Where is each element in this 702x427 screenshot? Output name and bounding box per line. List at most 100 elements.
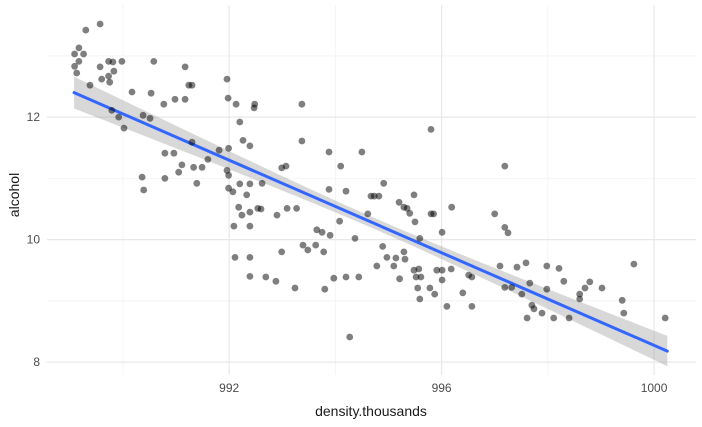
- data-point: [223, 75, 231, 83]
- data-point: [496, 262, 504, 270]
- data-point: [298, 137, 306, 145]
- data-point: [75, 58, 83, 65]
- data-point: [181, 63, 189, 71]
- data-point: [190, 163, 198, 171]
- data-point: [282, 162, 290, 170]
- data-point: [188, 138, 196, 146]
- data-point: [504, 229, 512, 237]
- data-point: [565, 314, 573, 322]
- data-point: [215, 146, 223, 154]
- data-point: [414, 284, 422, 292]
- data-point: [246, 142, 254, 150]
- data-point: [459, 289, 467, 297]
- data-point: [468, 303, 476, 310]
- data-point: [225, 144, 233, 152]
- data-point: [178, 161, 186, 169]
- data-point: [246, 222, 254, 230]
- data-point: [379, 243, 387, 250]
- data-point: [239, 137, 247, 144]
- data-point: [543, 262, 551, 270]
- data-point: [238, 211, 246, 219]
- data-point: [82, 26, 90, 34]
- data-point: [380, 179, 388, 187]
- data-point: [586, 278, 594, 286]
- data-point: [232, 100, 240, 108]
- data-point: [224, 94, 232, 102]
- data-point: [120, 124, 128, 132]
- data-point: [508, 284, 516, 291]
- data-point: [115, 113, 123, 121]
- data-point: [138, 173, 146, 181]
- x-tick-label: 992: [219, 381, 239, 395]
- data-point: [105, 72, 112, 80]
- data-point: [342, 273, 350, 281]
- data-point: [258, 179, 266, 187]
- data-point: [106, 78, 114, 86]
- data-point: [146, 114, 154, 122]
- data-point: [330, 274, 338, 282]
- data-point: [396, 275, 403, 283]
- data-point: [523, 314, 531, 322]
- data-point: [291, 284, 299, 292]
- data-point: [230, 222, 238, 230]
- x-axis-title: density.thousands: [315, 403, 427, 419]
- data-point: [118, 58, 126, 65]
- data-point: [229, 188, 237, 196]
- data-point: [373, 262, 381, 270]
- data-point: [412, 273, 420, 281]
- data-point: [108, 107, 116, 114]
- data-point: [522, 259, 530, 267]
- data-point: [278, 248, 286, 256]
- data-point: [128, 88, 136, 96]
- y-tick-label: 8: [33, 355, 40, 369]
- data-point: [170, 149, 178, 157]
- data-point: [257, 205, 265, 213]
- data-point: [416, 235, 424, 242]
- data-point: [400, 248, 408, 256]
- data-point: [246, 273, 254, 280]
- data-point: [86, 81, 94, 89]
- data-point: [438, 228, 446, 236]
- data-point: [204, 156, 212, 163]
- data-point: [416, 295, 424, 303]
- data-point: [513, 263, 521, 271]
- data-point: [410, 191, 418, 199]
- data-point: [390, 262, 398, 270]
- data-point: [140, 186, 148, 194]
- data-point: [96, 63, 104, 71]
- data-point: [355, 273, 363, 281]
- data-point: [273, 211, 281, 219]
- data-point: [427, 125, 435, 133]
- data-point: [320, 248, 328, 256]
- data-point: [430, 210, 437, 218]
- data-point: [448, 203, 456, 211]
- data-point: [225, 171, 233, 179]
- data-point: [188, 81, 196, 89]
- data-point: [406, 209, 414, 217]
- data-point: [161, 149, 169, 157]
- data-point: [75, 44, 83, 52]
- data-point: [109, 58, 117, 66]
- x-tick-label: 996: [432, 381, 452, 395]
- y-axis-title: alcohol: [6, 172, 22, 218]
- data-point: [272, 277, 280, 285]
- data-point: [160, 100, 168, 108]
- data-point: [193, 179, 201, 187]
- data-point: [411, 218, 419, 226]
- data-point: [96, 20, 104, 28]
- data-point: [346, 333, 354, 341]
- data-point: [246, 254, 254, 261]
- data-point: [518, 290, 526, 298]
- data-point: [262, 273, 270, 281]
- data-point: [198, 163, 206, 171]
- data-point: [110, 67, 118, 75]
- data-point: [375, 192, 383, 200]
- data-point: [326, 231, 334, 239]
- data-point: [336, 217, 343, 225]
- data-point: [235, 203, 243, 211]
- data-point: [417, 273, 425, 281]
- data-point: [139, 111, 147, 119]
- trend-line: [72, 91, 669, 353]
- data-point: [433, 266, 441, 274]
